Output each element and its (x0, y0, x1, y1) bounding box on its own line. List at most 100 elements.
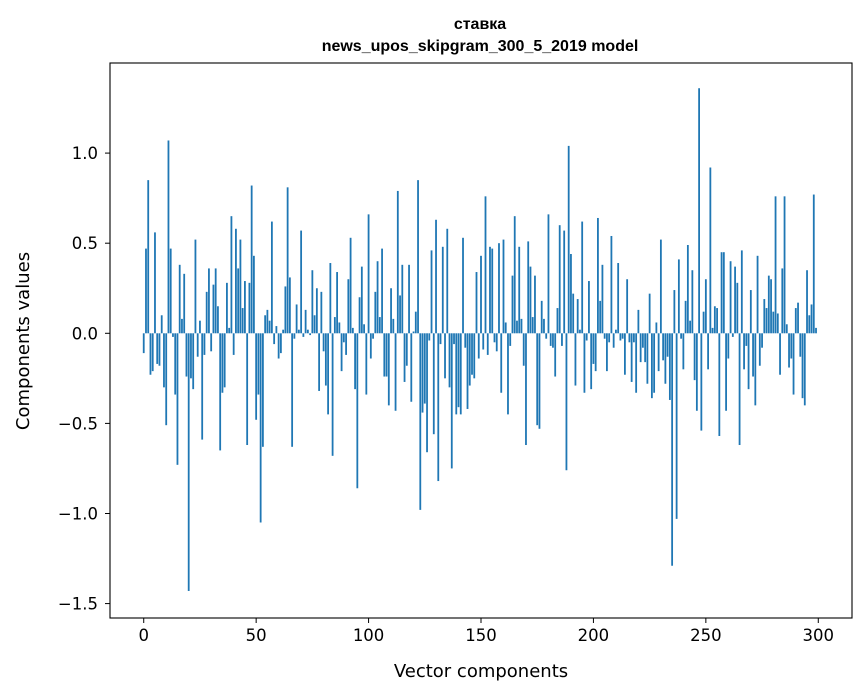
bar-79 (320, 291, 323, 334)
bar-158 (498, 243, 500, 334)
bar-84 (331, 333, 334, 456)
bar-20 (187, 333, 190, 591)
bar-153 (486, 333, 489, 355)
bar-224 (646, 333, 649, 384)
bar-64 (286, 187, 289, 334)
bar-295 (806, 270, 808, 334)
bar-173 (531, 317, 534, 334)
bar-287 (788, 333, 790, 368)
bar-171 (527, 241, 530, 334)
bar-135 (446, 228, 449, 334)
bar-187 (563, 230, 566, 334)
bar-147 (473, 333, 476, 379)
bar-157 (495, 333, 498, 352)
bar-285 (783, 196, 786, 334)
bar-148 (475, 272, 478, 334)
bar-252 (709, 167, 712, 334)
bar-230 (659, 239, 662, 334)
bar-72 (304, 309, 307, 334)
bar-167 (518, 246, 521, 334)
bar-25 (199, 320, 201, 334)
bar-108 (385, 333, 388, 377)
bar-68 (295, 304, 298, 334)
bar-193 (576, 299, 579, 334)
bar-176 (538, 333, 541, 429)
bar-267 (743, 333, 745, 370)
bar-294 (803, 333, 806, 406)
y-tick-label: 1.0 (72, 144, 98, 163)
bar-101 (369, 333, 372, 359)
bar-30 (210, 333, 213, 352)
bar-265 (738, 333, 741, 446)
bar-161 (504, 322, 507, 334)
x-tick-label: 250 (690, 626, 722, 645)
bar-211 (617, 263, 620, 334)
bar-248 (700, 333, 703, 431)
bar-220 (637, 309, 640, 334)
bar-112 (394, 333, 397, 411)
x-tick-label: 50 (246, 626, 267, 645)
bar-172 (529, 266, 532, 334)
bar-198 (588, 281, 590, 334)
bar-268 (745, 333, 748, 346)
bar-119 (410, 333, 413, 402)
chart-subtitle: news_upos_skipgram_300_5_2019 model (322, 38, 639, 55)
bar-110 (390, 288, 392, 334)
bar-272 (754, 333, 757, 406)
bar-125 (423, 333, 426, 404)
bar-293 (801, 333, 804, 399)
bar-260 (727, 333, 730, 359)
bar-128 (430, 250, 433, 334)
bar-43 (239, 239, 242, 334)
bar-85 (333, 317, 336, 334)
bar-142 (462, 237, 464, 334)
bar-236 (673, 290, 676, 334)
bar-15 (176, 333, 179, 465)
bar-134 (444, 333, 446, 379)
bar-0 (142, 333, 145, 354)
bar-107 (383, 333, 386, 377)
bar-96 (358, 297, 361, 334)
bar-206 (606, 333, 608, 372)
bar-81 (324, 333, 327, 386)
bar-116 (403, 333, 406, 382)
bar-222 (641, 333, 644, 348)
bar-144 (466, 333, 469, 409)
bar-94 (354, 333, 356, 390)
bar-299 (815, 327, 817, 334)
bar-131 (437, 333, 440, 482)
bar-133 (441, 246, 444, 334)
y-axis-ticks: −1.5 −1.0 −0.5 0.0 0.5 1.0 (58, 144, 110, 614)
bar-199 (590, 333, 593, 390)
bar-190 (570, 254, 572, 334)
bar-221 (639, 333, 642, 363)
bar-290 (794, 308, 797, 334)
bar-139 (455, 333, 458, 415)
bar-36 (223, 333, 226, 388)
bar-48 (250, 185, 253, 334)
bar-243 (689, 320, 692, 334)
chart-title: ставка (454, 16, 506, 33)
bar-257 (720, 252, 723, 334)
bar-87 (338, 322, 341, 334)
bar-196 (583, 333, 586, 393)
bar-82 (327, 333, 329, 415)
bar-32 (214, 268, 217, 334)
bar-5 (154, 232, 156, 334)
y-axis-label: Components values (13, 252, 34, 430)
bar-75 (311, 270, 314, 334)
bar-28 (205, 291, 208, 334)
bar-240 (682, 333, 685, 370)
bar-118 (408, 264, 410, 334)
bar-201 (594, 333, 597, 372)
y-tick-label: 0.0 (72, 324, 98, 343)
bar-86 (336, 272, 338, 334)
bar-24 (196, 333, 199, 357)
bar-18 (183, 273, 186, 334)
bar-92 (349, 237, 352, 334)
bar-168 (520, 318, 523, 334)
bar-16 (178, 264, 181, 334)
bar-49 (253, 255, 255, 334)
bar-164 (511, 275, 514, 334)
bar-225 (648, 293, 651, 334)
